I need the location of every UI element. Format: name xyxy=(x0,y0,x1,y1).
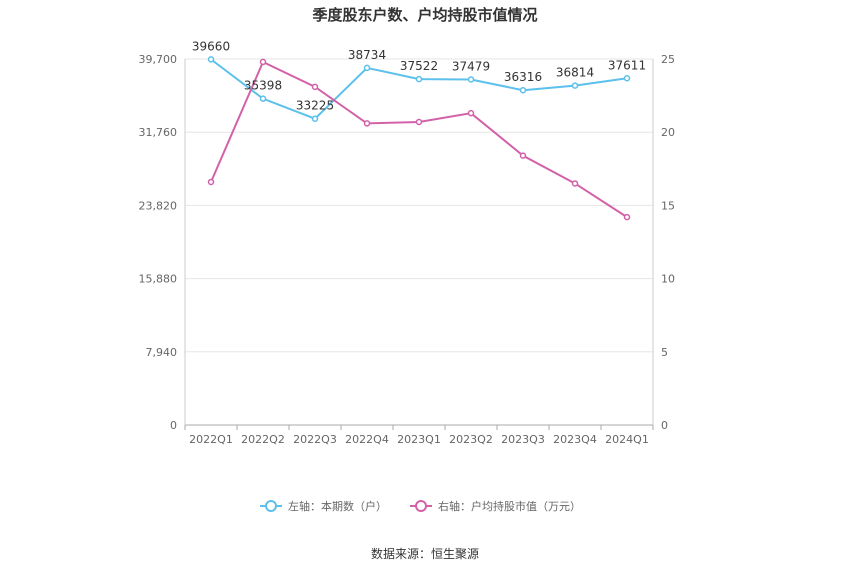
series-point-0 xyxy=(363,64,371,72)
legend-marker-1 xyxy=(415,500,427,512)
series-point-0 xyxy=(415,75,423,83)
chart-title: 季度股东户数、户均持股市值情况 xyxy=(312,6,537,24)
right-tick-label: 15 xyxy=(661,199,675,212)
left-tick-label: 23,820 xyxy=(139,199,178,212)
series-point-1 xyxy=(467,109,475,117)
left-tick-label: 39,700 xyxy=(139,53,178,66)
series-point-0 xyxy=(623,75,631,82)
data-label: 36814 xyxy=(556,66,594,80)
x-tick-label: 2022Q3 xyxy=(293,433,337,446)
data-label: 36316 xyxy=(504,70,542,84)
series-layer xyxy=(207,56,631,221)
left-tick-label: 15,880 xyxy=(139,273,178,286)
grid-layer xyxy=(185,58,653,353)
series-point-1 xyxy=(363,120,371,127)
x-tick-label: 2023Q2 xyxy=(449,433,493,446)
series-point-1 xyxy=(415,118,423,126)
x-tick-label: 2022Q4 xyxy=(345,433,389,446)
data-label: 37522 xyxy=(400,59,438,73)
source-footnote: 数据来源：恒生聚源 xyxy=(371,546,479,561)
series-point-1 xyxy=(311,83,319,91)
x-tick-label: 2024Q1 xyxy=(605,433,649,446)
data-label: 37479 xyxy=(452,59,490,73)
right-tick-label: 20 xyxy=(661,126,675,139)
right-tick-label: 10 xyxy=(661,273,675,286)
x-tick-label: 2023Q3 xyxy=(501,433,545,446)
right-tick-label: 0 xyxy=(661,419,668,432)
series-point-1 xyxy=(207,178,215,186)
x-tick-label: 2023Q1 xyxy=(397,433,441,446)
x-tick-label: 2022Q1 xyxy=(189,433,233,446)
series-point-1 xyxy=(259,58,267,66)
series-point-0 xyxy=(311,115,319,122)
series-point-0 xyxy=(259,95,267,102)
x-tick-label: 2022Q2 xyxy=(241,433,285,446)
series-point-1 xyxy=(623,213,631,221)
data-label: 33225 xyxy=(296,99,334,113)
series-point-0 xyxy=(207,56,215,63)
right-tick-label: 5 xyxy=(661,346,668,359)
series-point-0 xyxy=(519,86,527,94)
legend-label-1: 右轴：户均持股市值（万元） xyxy=(438,499,581,513)
left-tick-label: 31,760 xyxy=(139,126,178,139)
series-point-0 xyxy=(467,76,475,83)
series-point-0 xyxy=(571,82,579,89)
x-tick-label: 2023Q4 xyxy=(553,433,597,446)
left-tick-label: 7,940 xyxy=(146,346,178,359)
series-point-1 xyxy=(571,180,579,187)
data-label-layer: 39660 35398 33225 38734 37522 37479 36316 36814… xyxy=(192,39,646,112)
axis-layer: 0 7,940 15,880 23,820 31,760 39,700 0 5 10 15 20 25… xyxy=(139,53,676,446)
data-label: 37611 xyxy=(608,58,646,72)
series-point-1 xyxy=(519,152,527,159)
data-label: 38734 xyxy=(348,48,386,62)
data-label: 39660 xyxy=(192,39,230,53)
data-label: 35398 xyxy=(244,79,282,93)
legend-label-0: 左轴：本期数（户） xyxy=(288,499,387,513)
legend-marker-0 xyxy=(265,500,277,512)
left-tick-label: 0 xyxy=(170,419,177,432)
legend: 左轴：本期数（户） 右轴：户均持股市值（万元） xyxy=(260,499,581,513)
right-tick-label: 25 xyxy=(661,53,675,66)
